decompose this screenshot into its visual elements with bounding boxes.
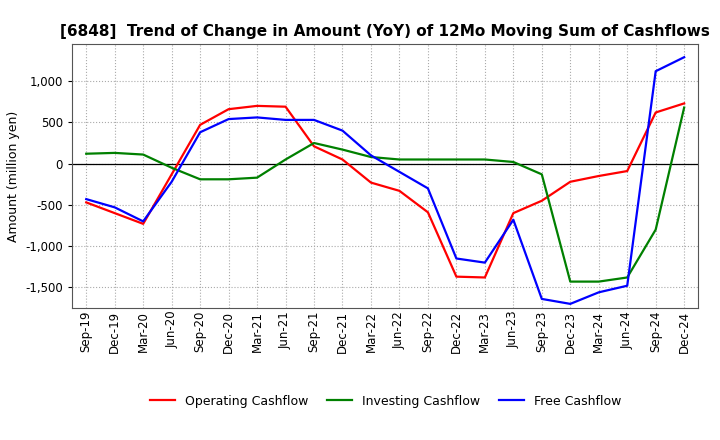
Investing Cashflow (196, 177, 204, 182)
Operating Cashflow (366, 180, 375, 185)
Operating Cashflow (282, 104, 290, 110)
Investing Cashflow (139, 152, 148, 157)
Operating Cashflow (110, 210, 119, 216)
Operating Cashflow (680, 101, 688, 106)
Investing Cashflow (167, 165, 176, 170)
Investing Cashflow (480, 157, 489, 162)
Operating Cashflow (196, 122, 204, 128)
Investing Cashflow (110, 150, 119, 156)
Operating Cashflow (82, 200, 91, 205)
Operating Cashflow (595, 173, 603, 179)
Free Cashflow (82, 197, 91, 202)
Free Cashflow (652, 69, 660, 74)
Free Cashflow (110, 205, 119, 210)
Operating Cashflow (310, 143, 318, 149)
Operating Cashflow (452, 274, 461, 279)
Investing Cashflow (566, 279, 575, 284)
Free Cashflow (680, 55, 688, 60)
Investing Cashflow (595, 279, 603, 284)
Investing Cashflow (623, 275, 631, 280)
Investing Cashflow (423, 157, 432, 162)
Free Cashflow (537, 296, 546, 301)
Free Cashflow (566, 301, 575, 307)
Free Cashflow (196, 130, 204, 135)
Operating Cashflow (225, 106, 233, 112)
Title: [6848]  Trend of Change in Amount (YoY) of 12Mo Moving Sum of Cashflows: [6848] Trend of Change in Amount (YoY) o… (60, 24, 710, 39)
Investing Cashflow (253, 175, 261, 180)
Operating Cashflow (566, 179, 575, 184)
Investing Cashflow (310, 140, 318, 146)
Line: Operating Cashflow: Operating Cashflow (86, 103, 684, 278)
Free Cashflow (225, 117, 233, 122)
Line: Investing Cashflow: Investing Cashflow (86, 107, 684, 282)
Line: Free Cashflow: Free Cashflow (86, 57, 684, 304)
Free Cashflow (139, 219, 148, 224)
Free Cashflow (480, 260, 489, 265)
Operating Cashflow (338, 157, 347, 162)
Investing Cashflow (225, 177, 233, 182)
Investing Cashflow (509, 159, 518, 165)
Operating Cashflow (395, 188, 404, 194)
Investing Cashflow (82, 151, 91, 156)
Operating Cashflow (652, 110, 660, 115)
Free Cashflow (595, 290, 603, 295)
Free Cashflow (623, 283, 631, 288)
Free Cashflow (282, 117, 290, 122)
Free Cashflow (423, 186, 432, 191)
Investing Cashflow (366, 154, 375, 160)
Free Cashflow (338, 128, 347, 133)
Y-axis label: Amount (million yen): Amount (million yen) (6, 110, 19, 242)
Investing Cashflow (680, 105, 688, 110)
Investing Cashflow (338, 147, 347, 152)
Free Cashflow (310, 117, 318, 122)
Free Cashflow (167, 179, 176, 184)
Operating Cashflow (253, 103, 261, 109)
Operating Cashflow (423, 210, 432, 215)
Free Cashflow (253, 115, 261, 120)
Investing Cashflow (282, 157, 290, 162)
Operating Cashflow (480, 275, 489, 280)
Free Cashflow (452, 256, 461, 261)
Investing Cashflow (452, 157, 461, 162)
Free Cashflow (366, 153, 375, 158)
Free Cashflow (395, 169, 404, 175)
Operating Cashflow (139, 221, 148, 227)
Investing Cashflow (652, 227, 660, 232)
Legend: Operating Cashflow, Investing Cashflow, Free Cashflow: Operating Cashflow, Investing Cashflow, … (145, 390, 626, 413)
Investing Cashflow (395, 157, 404, 162)
Operating Cashflow (623, 169, 631, 174)
Investing Cashflow (537, 172, 546, 177)
Operating Cashflow (537, 198, 546, 203)
Operating Cashflow (509, 210, 518, 216)
Free Cashflow (509, 217, 518, 222)
Operating Cashflow (167, 172, 176, 177)
